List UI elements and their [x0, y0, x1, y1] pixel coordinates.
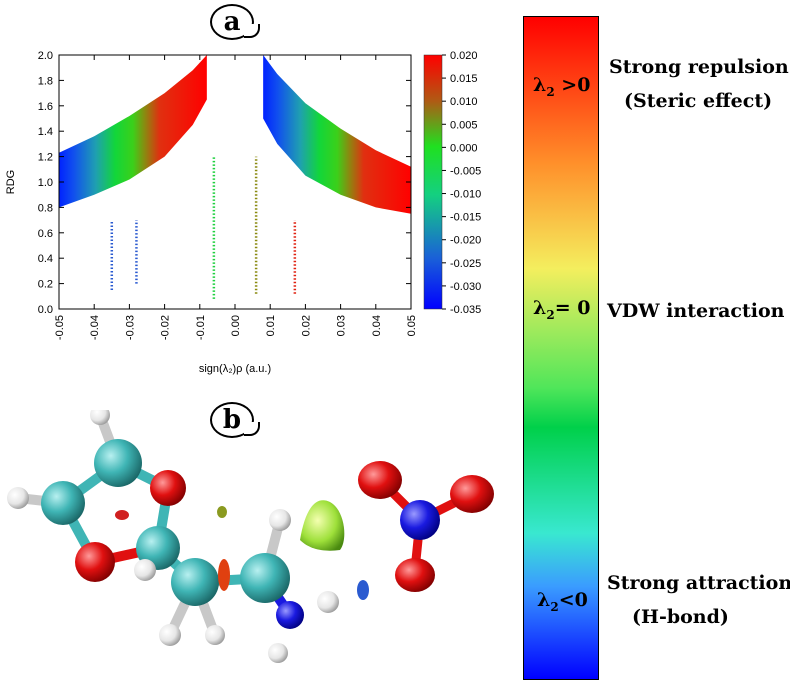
x-tick-label: 0.04: [371, 315, 383, 336]
panel-label-a: a: [210, 4, 264, 44]
plot-colorbar: [423, 54, 443, 310]
steric-effect-label: (Steric effect): [624, 90, 773, 112]
colorbar-tick-label: -0.010: [450, 189, 481, 201]
colorbar-tick-label: 0.020: [450, 50, 478, 62]
strong-repulsion-label: Strong repulsion: [609, 56, 789, 78]
h-bond-label: (H-bond): [632, 606, 729, 628]
x-tick-label: 0.03: [336, 315, 348, 336]
colorbar-tick-label: -0.025: [450, 258, 481, 270]
x-tick-label: -0.02: [160, 315, 172, 340]
rdg-scatter-plot: -0.05 -0.04 -0.03 -0.02 -0.01 0.00 0.01 0.02 0.0…: [5, 50, 481, 375]
colorbar-tick-label: -0.020: [450, 235, 481, 247]
y-tick-label: 1.8: [38, 75, 53, 87]
x-tick-label: -0.05: [54, 315, 66, 340]
x-tick-label: 0.01: [265, 315, 277, 336]
colorbar-tick-label: -0.005: [450, 165, 481, 177]
lambda-negative-label: λ2<0: [537, 589, 588, 614]
y-tick-label: 1.4: [38, 126, 53, 138]
lambda-positive-label: λ2 >0: [533, 74, 591, 99]
y-tick-label: 1.6: [38, 101, 53, 113]
colorbar-tick-label: -0.030: [450, 281, 481, 293]
strong-attraction-label: Strong attraction: [607, 572, 790, 594]
y-tick-label: 0.6: [38, 228, 53, 240]
colorbar-tick-label: 0.005: [450, 119, 478, 131]
lambda-zero-label: λ2= 0: [533, 297, 591, 322]
y-tick-label: 0.0: [38, 304, 53, 316]
colorbar-tick-label: -0.035: [450, 304, 481, 316]
colorbar-tick-label: 0.010: [450, 96, 478, 108]
colorbar-tick-label: 0.015: [450, 73, 478, 85]
y-tick-label: 0.8: [38, 202, 53, 214]
y-tick-label: 0.2: [38, 279, 53, 291]
y-axis-label: RDG: [5, 170, 17, 194]
nci-color-scale: [523, 16, 599, 680]
left-branch-band: [59, 55, 207, 208]
x-tick-label: 0.02: [300, 315, 312, 336]
x-tick-label: -0.03: [124, 315, 136, 340]
y-tick-label: 1.2: [38, 152, 53, 164]
y-tick-label: 1.0: [38, 177, 53, 189]
nci-isosurfaces: [115, 500, 369, 600]
atoms: [7, 410, 494, 663]
panel-label-b: b: [210, 402, 264, 442]
x-tick-label: -0.04: [89, 315, 101, 340]
x-tick-label: 0.00: [230, 315, 242, 336]
x-tick-label: 0.05: [406, 315, 418, 336]
nci-isosurface-molecule: [7, 410, 494, 663]
y-tick-label: 0.4: [38, 253, 53, 265]
right-branch-band: [263, 55, 411, 214]
vdw-interaction-label: VDW interaction: [607, 300, 785, 322]
colorbar-tick-label: -0.015: [450, 212, 481, 224]
x-axis-label: sign(λ₂)ρ (a.u.): [199, 363, 271, 375]
x-tick-label: -0.01: [195, 315, 207, 340]
y-tick-label: 2.0: [38, 50, 53, 62]
colorbar-tick-label: 0.000: [450, 142, 478, 154]
